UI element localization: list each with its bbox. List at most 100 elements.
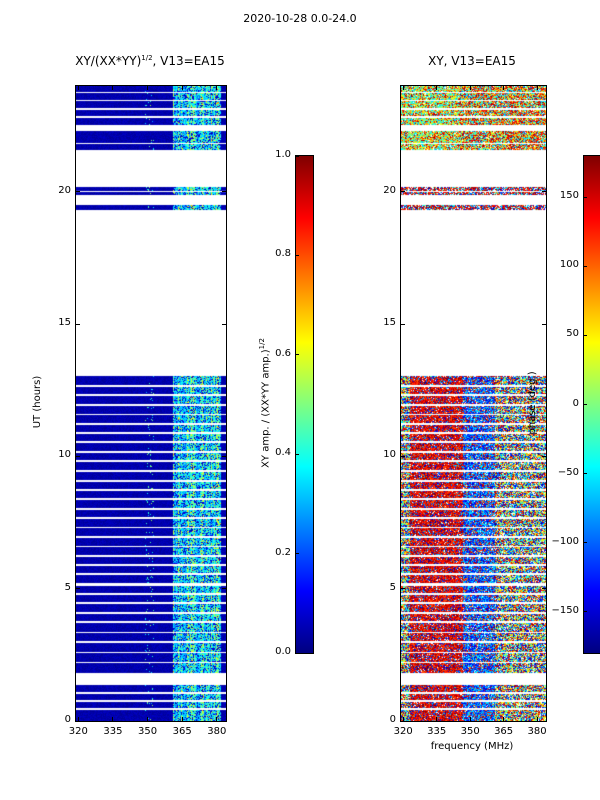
colorbar-tick-mark bbox=[296, 354, 299, 356]
colorbar-tick-label: −50 bbox=[557, 466, 579, 478]
colorbar-tick-mark bbox=[584, 265, 587, 267]
phase-colorbar-label: phase (deg.) bbox=[527, 371, 538, 435]
x-tick-mark bbox=[216, 717, 218, 721]
y-tick-label: 20 bbox=[383, 184, 396, 196]
x-tick-mark bbox=[77, 86, 79, 90]
amplitude-title-pre: XY/(XX*YY) bbox=[75, 54, 142, 68]
colorbar-tick-label: 0.0 bbox=[275, 646, 291, 657]
y-tick-label: 5 bbox=[389, 581, 396, 593]
y-tick-label: 5 bbox=[64, 581, 71, 593]
colorbar-tick-label: 100 bbox=[559, 259, 579, 271]
amplitude-panel-title: XY/(XX*YY)1/2, V13=EA15 bbox=[20, 54, 280, 68]
x-tick-label: 320 bbox=[68, 726, 88, 737]
colorbar-tick-label: 0.8 bbox=[275, 248, 291, 260]
colorbar-tick-label: −100 bbox=[551, 535, 579, 547]
phase-title-pre: XY, V13=EA15 bbox=[428, 54, 516, 68]
y-tick-mark bbox=[76, 191, 80, 193]
x-tick-label: 380 bbox=[527, 726, 547, 737]
x-tick-mark bbox=[112, 717, 114, 721]
x-tick-label: 335 bbox=[427, 726, 447, 737]
y-tick-mark bbox=[401, 720, 405, 722]
colorbar-tick-mark bbox=[296, 155, 299, 157]
y-tick-mark bbox=[401, 455, 405, 457]
y-tick-mark bbox=[542, 455, 546, 457]
y-tick-mark bbox=[76, 323, 80, 325]
y-tick-mark bbox=[542, 191, 546, 193]
amplitude-colorbar bbox=[295, 155, 314, 654]
y-tick-label: 10 bbox=[58, 449, 71, 461]
x-tick-label: 365 bbox=[494, 726, 514, 737]
colorbar-tick-label: 0.2 bbox=[275, 546, 291, 558]
y-tick-mark bbox=[401, 323, 405, 325]
phase-spectrogram-panel bbox=[400, 85, 547, 722]
colorbar-tick-label: 150 bbox=[559, 190, 579, 202]
x-tick-mark bbox=[216, 86, 218, 90]
amplitude-heatmap-canvas bbox=[76, 86, 226, 721]
y-tick-mark bbox=[542, 588, 546, 590]
y-tick-mark bbox=[222, 588, 226, 590]
y-tick-mark bbox=[76, 455, 80, 457]
colorbar-tick-mark bbox=[296, 254, 299, 256]
y-tick-label: 0 bbox=[64, 714, 71, 725]
x-tick-label: 380 bbox=[207, 726, 227, 737]
colorbar-tick-mark bbox=[296, 652, 299, 654]
x-tick-label: 350 bbox=[137, 726, 158, 737]
x-tick-mark bbox=[536, 86, 538, 90]
colorbar-tick-label: 50 bbox=[566, 328, 579, 340]
x-tick-mark bbox=[402, 717, 404, 721]
colorbar-tick-mark bbox=[584, 334, 587, 336]
x-tick-label: 350 bbox=[460, 726, 480, 737]
colorbar-tick-mark bbox=[296, 453, 299, 455]
y-tick-mark bbox=[542, 323, 546, 325]
y-tick-mark bbox=[76, 588, 80, 590]
x-tick-mark bbox=[436, 717, 438, 721]
frequency-axis-label: frequency (MHz) bbox=[430, 741, 514, 752]
colorbar-tick-mark bbox=[296, 553, 299, 555]
x-tick-label: 335 bbox=[103, 726, 123, 737]
x-tick-mark bbox=[469, 717, 471, 721]
y-tick-label: 20 bbox=[58, 184, 71, 196]
colorbar-tick-mark bbox=[584, 611, 587, 613]
y-tick-mark bbox=[401, 191, 405, 193]
colorbar-tick-mark bbox=[584, 404, 587, 405]
y-tick-mark bbox=[222, 720, 226, 722]
phase-panel-title: XY, V13=EA15 bbox=[342, 54, 600, 68]
x-tick-mark bbox=[436, 86, 438, 90]
colorbar-tick-label: −150 bbox=[551, 604, 579, 616]
x-tick-mark bbox=[469, 86, 471, 90]
colorbar-tick-mark bbox=[584, 542, 587, 544]
x-tick-mark bbox=[181, 86, 183, 90]
x-tick-mark bbox=[402, 86, 404, 90]
x-tick-mark bbox=[147, 717, 149, 721]
amplitude-title-sup: 1/2 bbox=[141, 54, 153, 62]
x-tick-mark bbox=[503, 717, 505, 721]
y-tick-label: 15 bbox=[383, 317, 396, 329]
y-tick-mark bbox=[76, 720, 80, 722]
x-tick-mark bbox=[181, 717, 183, 721]
y-tick-label: 10 bbox=[383, 449, 396, 461]
y-tick-mark bbox=[542, 720, 546, 722]
y-tick-mark bbox=[222, 455, 226, 457]
x-tick-mark bbox=[147, 86, 149, 90]
colorbar-tick-label: 1.0 bbox=[275, 149, 291, 160]
y-tick-label: 0 bbox=[389, 714, 396, 725]
y-tick-label: 15 bbox=[58, 317, 71, 329]
amplitude-colorbar-label: XY amp. / (XX*YY amp.)1/2 bbox=[255, 303, 271, 503]
x-tick-mark bbox=[536, 717, 538, 721]
y-tick-mark bbox=[222, 323, 226, 325]
ut-axis-label: UT (hours) bbox=[32, 375, 43, 429]
figure-title: 2020-10-28 0.0-24.0 bbox=[243, 12, 357, 25]
phase-colorbar bbox=[583, 155, 600, 654]
colorbar-tick-label: 0 bbox=[572, 397, 579, 409]
x-tick-label: 365 bbox=[172, 726, 192, 737]
colorbar-tick-mark bbox=[584, 473, 587, 475]
x-tick-mark bbox=[77, 717, 79, 721]
amplitude-spectrogram-panel bbox=[75, 85, 227, 722]
y-tick-mark bbox=[401, 588, 405, 590]
x-tick-label: 320 bbox=[393, 726, 413, 737]
x-tick-mark bbox=[503, 86, 505, 90]
colorbar-tick-label: 0.4 bbox=[275, 447, 291, 459]
y-tick-mark bbox=[222, 191, 226, 193]
x-tick-mark bbox=[112, 86, 114, 90]
